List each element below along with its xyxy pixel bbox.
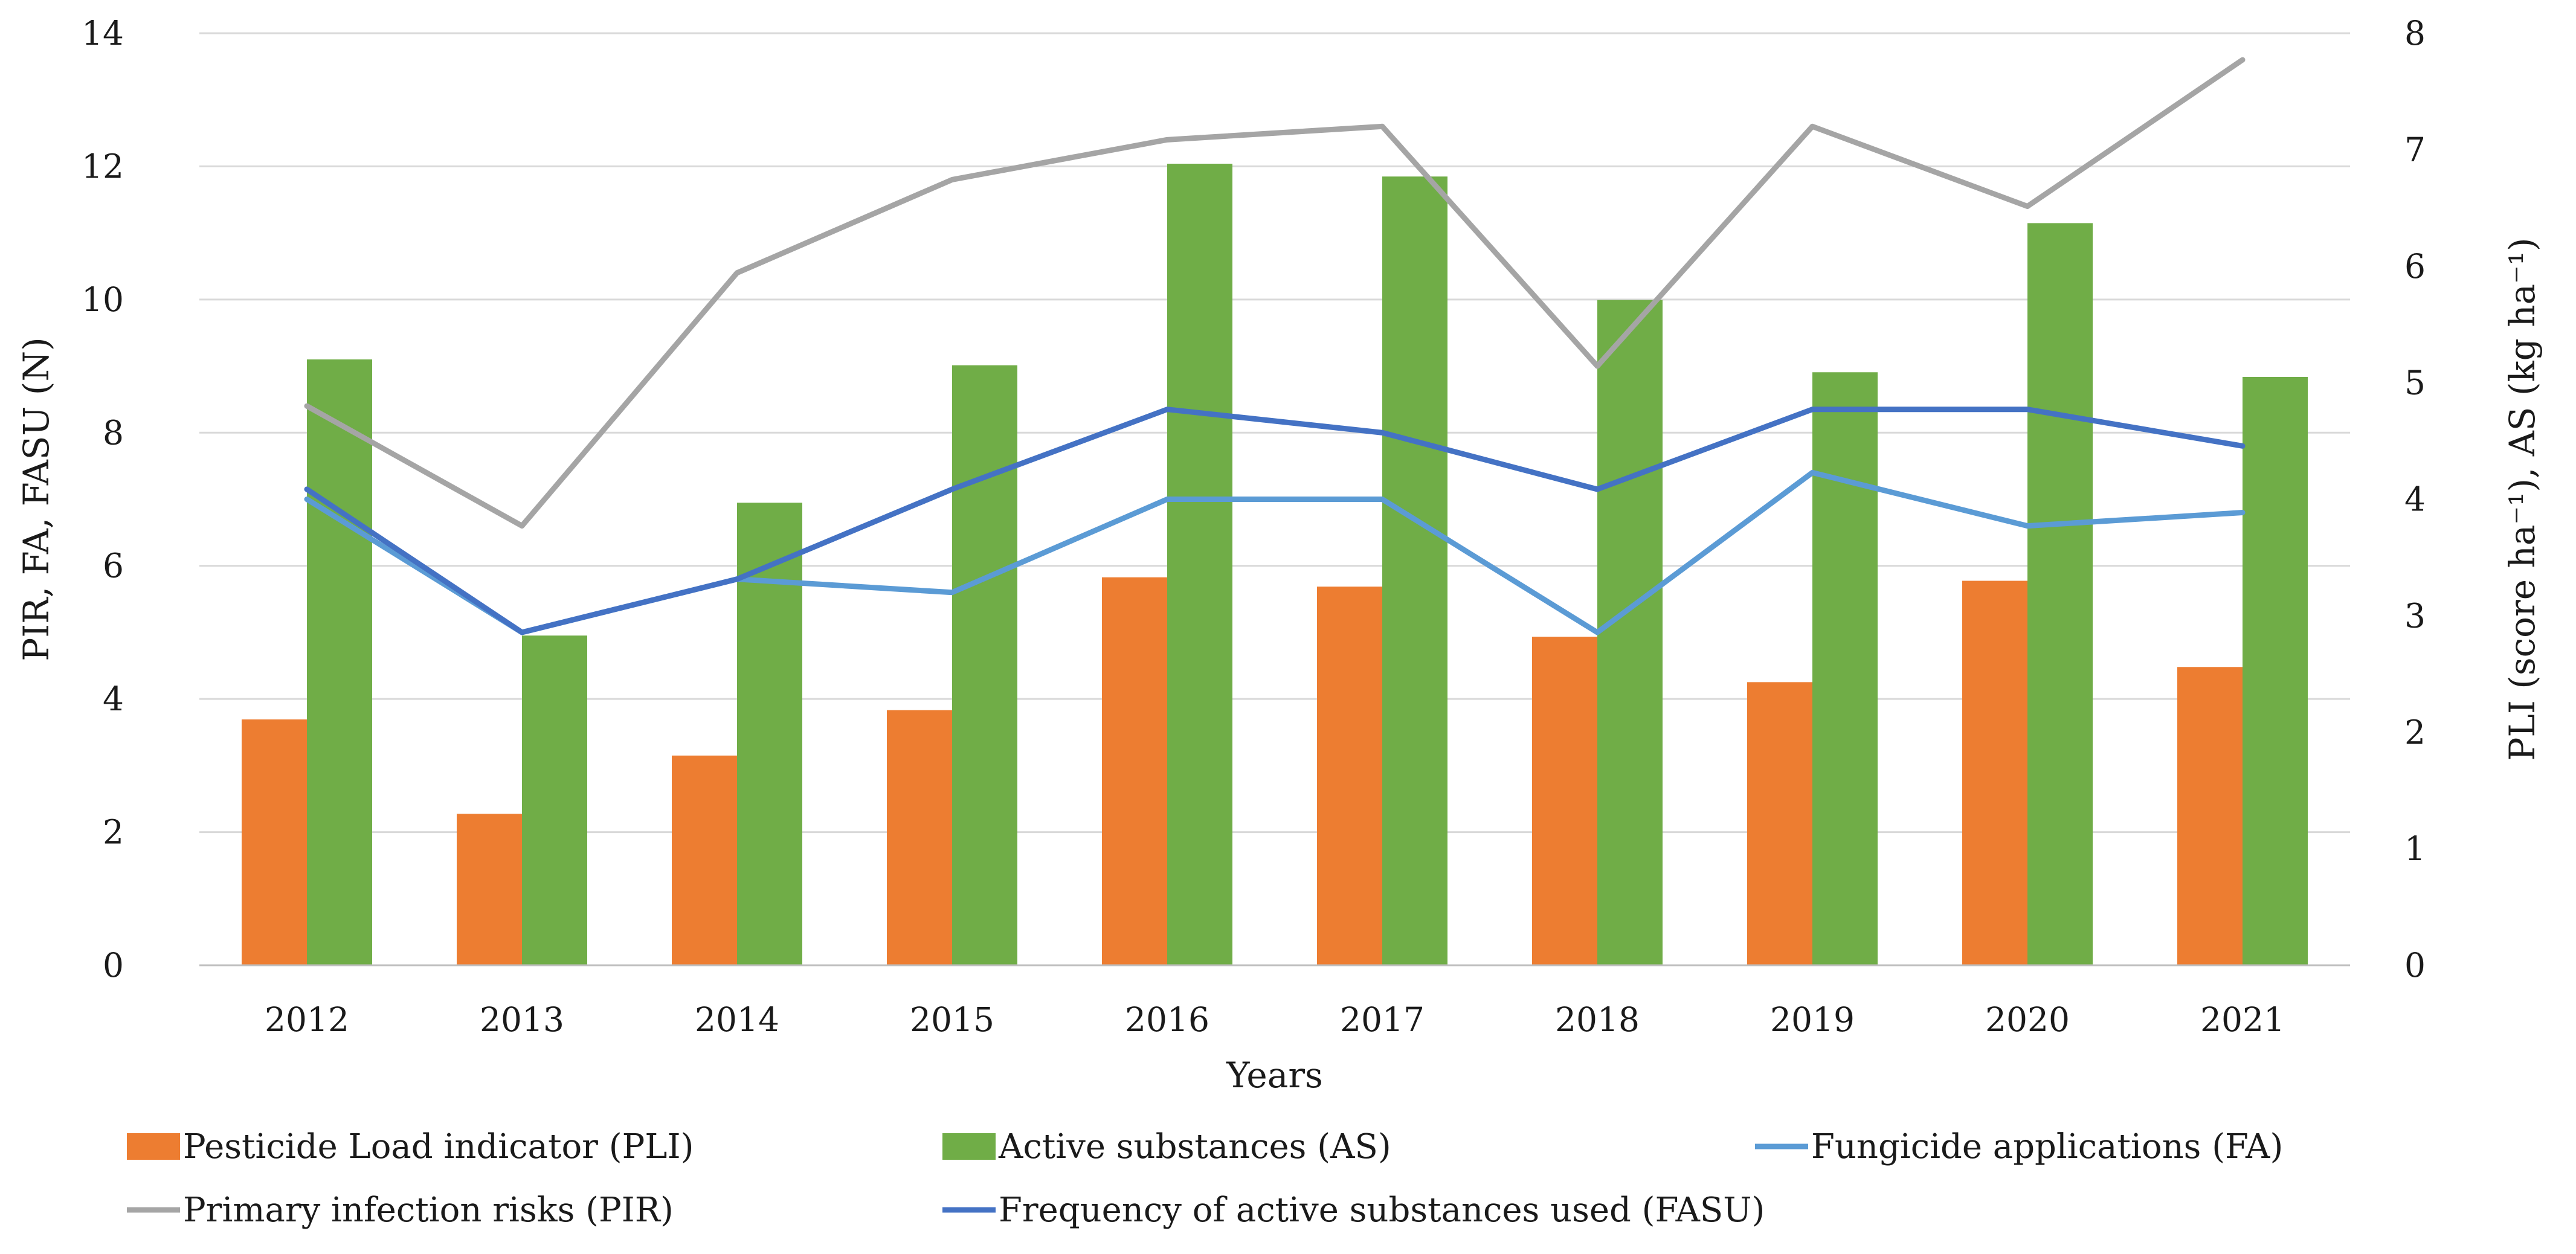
y-right-tick-label: 8	[2404, 14, 2426, 53]
line-fungicide-applications-fa	[304, 469, 2246, 635]
legend-label-primary-infection-risks-pir: Primary infection risks (PIR)	[183, 1191, 674, 1230]
x-tick-label: 2012	[265, 1000, 349, 1039]
x-tick-label: 2018	[1555, 1000, 1640, 1039]
legend-label-frequency-of-active-substances-used-fasu: Frequency of active substances used (FAS…	[999, 1191, 1765, 1230]
x-tick-label: 2016	[1125, 1000, 1209, 1039]
bar-active-substances-as	[1167, 164, 1232, 965]
bar-active-substances-as	[1597, 300, 1663, 966]
y-right-tick-label: 6	[2404, 247, 2426, 286]
bar-pesticide-load-indicator-pli	[242, 719, 307, 965]
y-left-tick-label: 4	[103, 680, 124, 718]
y-right-tick-label: 7	[2404, 130, 2426, 169]
y-left-tick-label: 2	[103, 813, 124, 852]
y-right-tick-label: 2	[2404, 713, 2426, 751]
y-right-tick-label: 5	[2404, 364, 2426, 402]
x-tick-label: 2020	[1985, 1000, 2070, 1039]
y-left-tick-label: 10	[82, 280, 124, 319]
bar-pesticide-load-indicator-pli	[2177, 667, 2243, 965]
y-right-tick-label: 0	[2404, 946, 2426, 985]
y-left-tick-label: 12	[82, 147, 124, 185]
x-tick-label: 2019	[1770, 1000, 1855, 1039]
bar-active-substances-as	[1382, 176, 1447, 966]
y-right-tick-label: 3	[2404, 596, 2426, 635]
line-primary-infection-risks-pir	[304, 57, 2246, 529]
legend-label-fungicide-applications-fa: Fungicide applications (FA)	[1811, 1127, 2283, 1166]
legend-label-pesticide-load-indicator-pli: Pesticide Load indicator (PLI)	[183, 1127, 694, 1166]
bar-active-substances-as	[2243, 376, 2308, 965]
bar-active-substances-as	[307, 359, 372, 965]
x-tick-label: 2021	[2200, 1000, 2285, 1039]
y-axis-left-title: PIR, FA, FASU (N)	[16, 337, 57, 661]
y-right-tick-label: 4	[2404, 480, 2426, 519]
x-axis-title: Years	[1226, 1055, 1323, 1096]
y-right-tick-label: 1	[2404, 829, 2426, 868]
bar-pesticide-load-indicator-pli	[1962, 580, 2027, 965]
series-lines	[304, 57, 2246, 635]
y-left-tick-label: 6	[103, 547, 124, 585]
bar-pesticide-load-indicator-pli	[457, 814, 522, 965]
legend-label-active-substances-as: Active substances (AS)	[998, 1127, 1391, 1166]
x-tick-label: 2015	[910, 1000, 994, 1039]
bar-active-substances-as	[1812, 372, 1878, 965]
bar-active-substances-as	[952, 365, 1017, 965]
legend: Pesticide Load indicator (PLI) Active sub…	[127, 1127, 2283, 1230]
x-tick-label: 2014	[695, 1000, 779, 1039]
y-left-tick-label: 14	[82, 14, 124, 53]
y-left-tick-label: 0	[103, 946, 124, 985]
bar-pesticide-load-indicator-pli	[1102, 577, 1167, 965]
bar-active-substances-as	[522, 635, 587, 965]
bar-pesticide-load-indicator-pli	[1747, 682, 1812, 965]
bar-pesticide-load-indicator-pli	[1317, 587, 1382, 965]
y-axis-right-title: PLI (score ha⁻¹), AS (kg ha⁻¹)	[2502, 237, 2543, 760]
bar-pesticide-load-indicator-pli	[887, 710, 952, 965]
bar-pesticide-load-indicator-pli	[672, 755, 737, 965]
bars	[242, 164, 2308, 966]
line-frequency-of-active-substances-used-fasu	[304, 407, 2246, 635]
legend-swatch-active-substances-as	[942, 1133, 996, 1160]
bar-active-substances-as	[2027, 223, 2093, 966]
y-left-tick-label: 8	[103, 413, 124, 452]
x-tick-label: 2013	[480, 1000, 564, 1039]
x-tick-label: 2017	[1340, 1000, 1425, 1039]
bar-pesticide-load-indicator-pli	[1532, 637, 1597, 965]
legend-swatch-pesticide-load-indicator-pli	[127, 1133, 180, 1160]
